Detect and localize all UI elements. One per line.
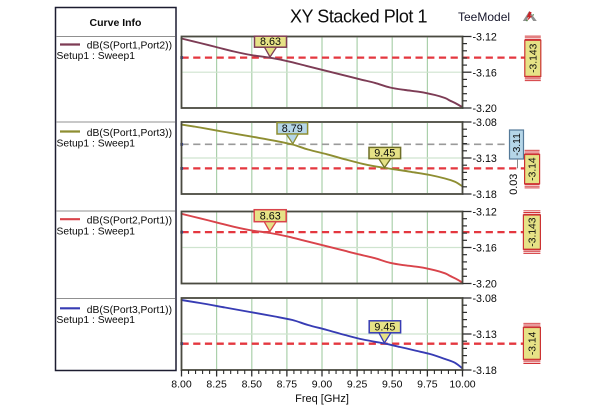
- svg-text:Setup1 : Sweep1: Setup1 : Sweep1: [57, 315, 136, 326]
- svg-text:9.45: 9.45: [374, 147, 395, 159]
- svg-text:dB(S(Port1,Port3)): dB(S(Port1,Port3)): [87, 128, 172, 139]
- svg-text:10.00: 10.00: [449, 379, 475, 391]
- svg-text:dB(S(Port2,Port1)): dB(S(Port2,Port1)): [87, 216, 172, 227]
- svg-text:Setup1 : Sweep1: Setup1 : Sweep1: [57, 139, 136, 150]
- svg-text:-3.16: -3.16: [473, 67, 497, 79]
- svg-text:8.25: 8.25: [206, 379, 227, 391]
- svg-text:9.00: 9.00: [312, 379, 333, 391]
- svg-text:9.45: 9.45: [374, 322, 395, 334]
- svg-text:Curve Info: Curve Info: [90, 17, 142, 29]
- svg-text:-3.16: -3.16: [473, 243, 497, 255]
- svg-text:-3.143: -3.143: [528, 217, 539, 246]
- svg-text:9.50: 9.50: [382, 379, 403, 391]
- svg-text:-3.14: -3.14: [528, 157, 539, 181]
- svg-text:0.03: 0.03: [508, 174, 520, 195]
- svg-text:-3.18: -3.18: [473, 189, 497, 201]
- svg-text:-3.08: -3.08: [473, 293, 497, 305]
- svg-text:-3.12: -3.12: [473, 32, 497, 44]
- svg-text:9.75: 9.75: [417, 379, 438, 391]
- svg-text:9.25: 9.25: [347, 379, 368, 391]
- svg-text:8.63: 8.63: [260, 211, 281, 223]
- svg-text:dB(S(Port1,Port2)): dB(S(Port1,Port2)): [87, 41, 172, 52]
- svg-text:Setup1 : Sweep1: Setup1 : Sweep1: [57, 51, 136, 62]
- svg-text:-3.20: -3.20: [473, 279, 497, 291]
- svg-text:Setup1 : Sweep1: Setup1 : Sweep1: [57, 227, 136, 238]
- svg-text:-3.18: -3.18: [473, 365, 497, 377]
- svg-text:8.50: 8.50: [242, 379, 263, 391]
- svg-text:8.75: 8.75: [277, 379, 298, 391]
- svg-text:XY Stacked Plot 1: XY Stacked Plot 1: [290, 6, 428, 26]
- svg-text:8.79: 8.79: [282, 123, 303, 135]
- svg-text:-3.13: -3.13: [473, 153, 497, 165]
- svg-text:-3.143: -3.143: [528, 43, 539, 72]
- svg-text:-3.13: -3.13: [473, 329, 497, 341]
- svg-text:dB(S(Port3,Port1)): dB(S(Port3,Port1)): [87, 305, 172, 316]
- svg-text:-3.14: -3.14: [528, 331, 539, 355]
- svg-text:TeeModel: TeeModel: [458, 10, 510, 24]
- svg-text:-3.20: -3.20: [473, 103, 497, 115]
- svg-text:Freq [GHz]: Freq [GHz]: [295, 393, 349, 405]
- svg-text:8.63: 8.63: [260, 36, 281, 48]
- svg-text:-3.12: -3.12: [473, 207, 497, 219]
- svg-text:-3.11: -3.11: [512, 133, 523, 156]
- svg-text:-3.08: -3.08: [473, 117, 497, 129]
- svg-text:8.00: 8.00: [171, 379, 192, 391]
